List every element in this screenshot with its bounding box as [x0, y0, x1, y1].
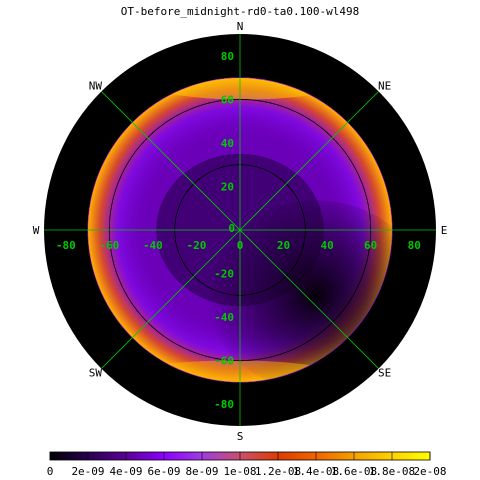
x-tick-label: 60 [364, 239, 377, 252]
y-tick-label: -60 [214, 355, 234, 368]
x-tick-label: 0 [237, 239, 244, 252]
colorbar: 0 2e-09 4e-09 6e-09 8e-09 1e-081.2e-081.4e-08… [47, 451, 447, 478]
compass-label-sw: SW [89, 367, 103, 380]
colorbar-tick-label: 6e-09 [147, 465, 180, 478]
y-tick-label: 60 [221, 93, 234, 106]
x-tick-label: -60 [99, 239, 119, 252]
y-tick-label: 40 [221, 137, 234, 150]
compass-label-w: W [33, 224, 40, 237]
x-tick-label: -80 [56, 239, 76, 252]
colorbar-tick-label: 1e-08 [223, 465, 256, 478]
x-tick-label: 20 [277, 239, 290, 252]
y-tick-label: 20 [221, 180, 234, 193]
compass-labels: N NE E SE S SW W NW [33, 20, 448, 443]
colorbar-tick-label: 8e-09 [185, 465, 218, 478]
y-tick-label: -40 [214, 311, 234, 324]
compass-label-se: SE [378, 367, 391, 380]
compass-label-s: S [237, 430, 244, 443]
x-tick-label: 40 [320, 239, 333, 252]
colorbar-tick-label: 1.6e-08 [331, 465, 377, 478]
colorbar-tick-label: 2e-09 [71, 465, 104, 478]
grid-lines [44, 34, 436, 426]
chart-title: OT-before_midnight-rd0-ta0.100-wl498 [121, 5, 359, 18]
axis-ne-sw [101, 91, 379, 369]
rim-north-bright [149, 77, 339, 100]
colorbar-tick-label: 2e-08 [413, 465, 446, 478]
compass-label-n: N [237, 20, 244, 33]
axis-tick-labels: -80 -60 -40 -20 0 20 40 60 80 80 60 40 20 -20 -40 -60 -8… [56, 50, 421, 411]
compass-label-ne: NE [378, 79, 391, 92]
compass-label-e: E [441, 224, 448, 237]
y-tick-label: -80 [214, 398, 234, 411]
colorbar-tick-label: 1.2e-08 [255, 465, 301, 478]
colorbar-tick-label: 0 [47, 465, 54, 478]
x-tick-label: -40 [143, 239, 163, 252]
y-tick-label: 0 [228, 222, 235, 235]
y-tick-label: -20 [214, 268, 234, 281]
colorbar-tick-label: 1.4e-08 [293, 465, 339, 478]
x-tick-label: 80 [408, 239, 421, 252]
x-tick-label: -20 [187, 239, 207, 252]
rim-south-bright [127, 360, 341, 383]
compass-label-nw: NW [89, 79, 103, 92]
colorbar-tick-label: 1.8e-08 [369, 465, 415, 478]
y-tick-label: 80 [221, 50, 234, 63]
colorbar-tick-label: 4e-09 [109, 465, 142, 478]
